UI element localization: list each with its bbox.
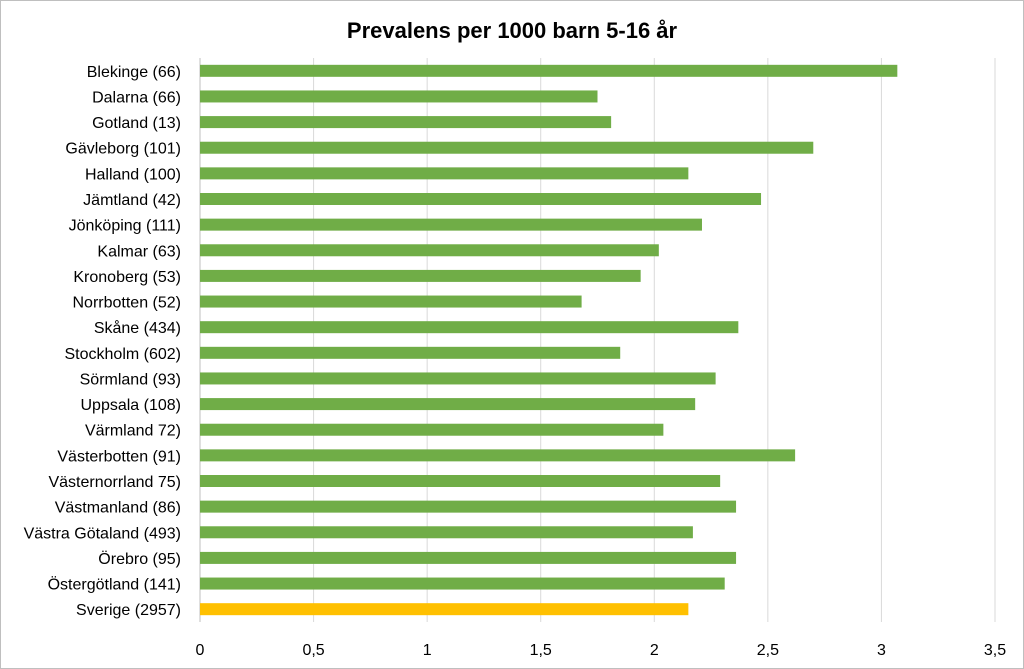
category-label: Östergötland (141): [48, 576, 181, 594]
category-label: Örebro (95): [98, 550, 181, 568]
x-tick-label: 3,5: [984, 642, 1006, 659]
bar: [200, 398, 696, 411]
category-label: Kronoberg (53): [73, 269, 181, 286]
x-tick-label: 2,5: [757, 642, 779, 659]
bar: [200, 167, 689, 180]
category-labels: Blekinge (66) Dalarna (66) Gotland (13) Gäv…: [24, 64, 181, 619]
category-label: Dalarna (66): [92, 89, 181, 106]
category-label: Sverige (2957): [76, 602, 181, 619]
category-label: Jämtland (42): [83, 192, 181, 209]
bar: [200, 346, 621, 359]
category-label: Halland (100): [85, 166, 181, 183]
bar: [200, 90, 598, 103]
category-label: Västerbotten (91): [57, 448, 181, 465]
category-label: Sörmland (93): [80, 371, 181, 388]
x-tick-label: 2: [650, 642, 659, 659]
x-tick-label: 0: [196, 642, 205, 659]
chart-title: Prevalens per 1000 barn 5-16 år: [346, 18, 678, 43]
category-label: Skåne (434): [94, 319, 181, 337]
bar: [200, 64, 898, 77]
bar: [200, 193, 762, 205]
bar: [200, 449, 796, 462]
bar: [200, 269, 641, 282]
bar: [200, 244, 659, 257]
bar: [200, 141, 814, 154]
category-label: Gävleborg (101): [65, 141, 181, 158]
bar: [200, 372, 716, 385]
x-tick-label: 3: [877, 642, 886, 659]
category-label: Norrbotten (52): [73, 295, 182, 312]
bar: [200, 423, 664, 436]
bar: [200, 526, 693, 539]
x-tick-label: 1: [423, 642, 432, 659]
category-label: Västmanland (86): [55, 500, 181, 517]
category-label: Kalmar (63): [97, 243, 181, 260]
x-tick-label: 1,5: [530, 642, 552, 659]
category-label: Värmland 72): [85, 423, 181, 440]
category-label: Gotland (13): [92, 115, 181, 132]
bar: [200, 218, 702, 231]
bars: [200, 64, 898, 616]
category-label: Västra Götaland (493): [24, 525, 181, 542]
bar: [200, 500, 737, 513]
bar: [200, 116, 612, 129]
category-label: Jönköping (111): [69, 218, 181, 235]
bar: [200, 475, 721, 487]
category-label: Uppsala (108): [81, 397, 182, 414]
category-label: Västernorrland 75): [48, 474, 181, 491]
category-label: Blekinge (66): [87, 64, 181, 81]
bar: [200, 603, 689, 616]
x-tick-labels: 0 0,5 1 1,5 2 2,5 3 3,5: [196, 642, 1007, 659]
bar: [200, 321, 739, 334]
bar: [200, 577, 725, 590]
bar: [200, 295, 582, 308]
x-tick-label: 0,5: [302, 642, 324, 659]
bar: [200, 551, 737, 564]
category-label: Stockholm (602): [65, 346, 182, 363]
